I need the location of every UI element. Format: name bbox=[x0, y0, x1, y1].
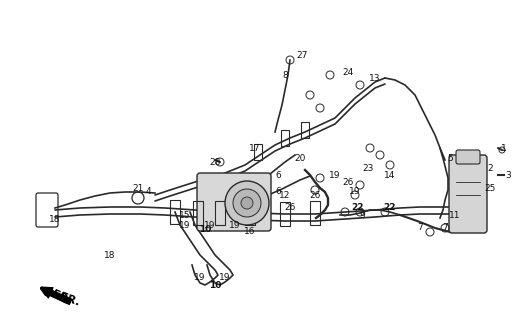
Text: 12: 12 bbox=[279, 190, 291, 199]
Text: 14: 14 bbox=[384, 171, 396, 180]
Bar bbox=[254, 144, 262, 160]
Bar bbox=[170, 200, 180, 224]
Text: 6: 6 bbox=[275, 171, 281, 180]
Text: 10: 10 bbox=[199, 226, 211, 235]
Text: 26: 26 bbox=[284, 204, 296, 212]
FancyBboxPatch shape bbox=[197, 173, 271, 231]
Text: 19: 19 bbox=[194, 274, 206, 283]
Text: FR.: FR. bbox=[50, 289, 73, 307]
Text: FR.: FR. bbox=[58, 292, 80, 308]
Bar bbox=[245, 201, 255, 225]
Bar bbox=[193, 201, 203, 225]
Text: 26: 26 bbox=[342, 178, 353, 187]
FancyBboxPatch shape bbox=[456, 150, 480, 164]
Text: 6: 6 bbox=[275, 188, 281, 196]
Text: 13: 13 bbox=[369, 74, 381, 83]
Circle shape bbox=[233, 189, 261, 217]
Text: 19: 19 bbox=[179, 220, 191, 229]
Text: 19: 19 bbox=[204, 220, 216, 229]
Text: 24: 24 bbox=[343, 68, 353, 76]
Circle shape bbox=[225, 181, 269, 225]
Text: 28: 28 bbox=[209, 157, 221, 166]
Text: 9: 9 bbox=[359, 211, 365, 220]
Text: 7: 7 bbox=[442, 223, 448, 233]
Text: 25: 25 bbox=[485, 183, 496, 193]
Text: 26: 26 bbox=[309, 190, 320, 199]
Text: 21: 21 bbox=[132, 183, 143, 193]
Text: 22: 22 bbox=[352, 204, 364, 212]
Text: 22: 22 bbox=[384, 204, 396, 212]
FancyBboxPatch shape bbox=[449, 155, 487, 233]
Text: 19: 19 bbox=[229, 220, 241, 229]
FancyArrowPatch shape bbox=[41, 288, 72, 304]
Text: 27: 27 bbox=[296, 51, 308, 60]
Text: 19: 19 bbox=[349, 188, 361, 196]
Text: 18: 18 bbox=[104, 251, 116, 260]
Text: 15: 15 bbox=[179, 211, 191, 220]
Text: 11: 11 bbox=[449, 211, 461, 220]
Text: 5: 5 bbox=[447, 154, 453, 163]
Text: 20: 20 bbox=[294, 154, 305, 163]
Circle shape bbox=[241, 197, 253, 209]
Bar bbox=[281, 130, 289, 146]
Bar bbox=[301, 122, 309, 138]
Text: 16: 16 bbox=[244, 228, 256, 236]
Text: 3: 3 bbox=[505, 171, 511, 180]
Text: 2: 2 bbox=[487, 164, 493, 172]
Bar bbox=[280, 202, 290, 226]
Text: 10: 10 bbox=[209, 281, 221, 290]
Text: 19: 19 bbox=[219, 274, 231, 283]
Text: 18: 18 bbox=[49, 215, 61, 225]
Bar bbox=[310, 201, 320, 225]
Text: 23: 23 bbox=[362, 164, 374, 172]
Text: 4: 4 bbox=[145, 188, 151, 196]
Bar bbox=[215, 201, 225, 225]
Text: 1: 1 bbox=[501, 143, 507, 153]
Text: 17: 17 bbox=[249, 143, 261, 153]
Text: 19: 19 bbox=[329, 171, 341, 180]
Text: 8: 8 bbox=[282, 70, 288, 79]
Text: 7: 7 bbox=[417, 223, 423, 233]
